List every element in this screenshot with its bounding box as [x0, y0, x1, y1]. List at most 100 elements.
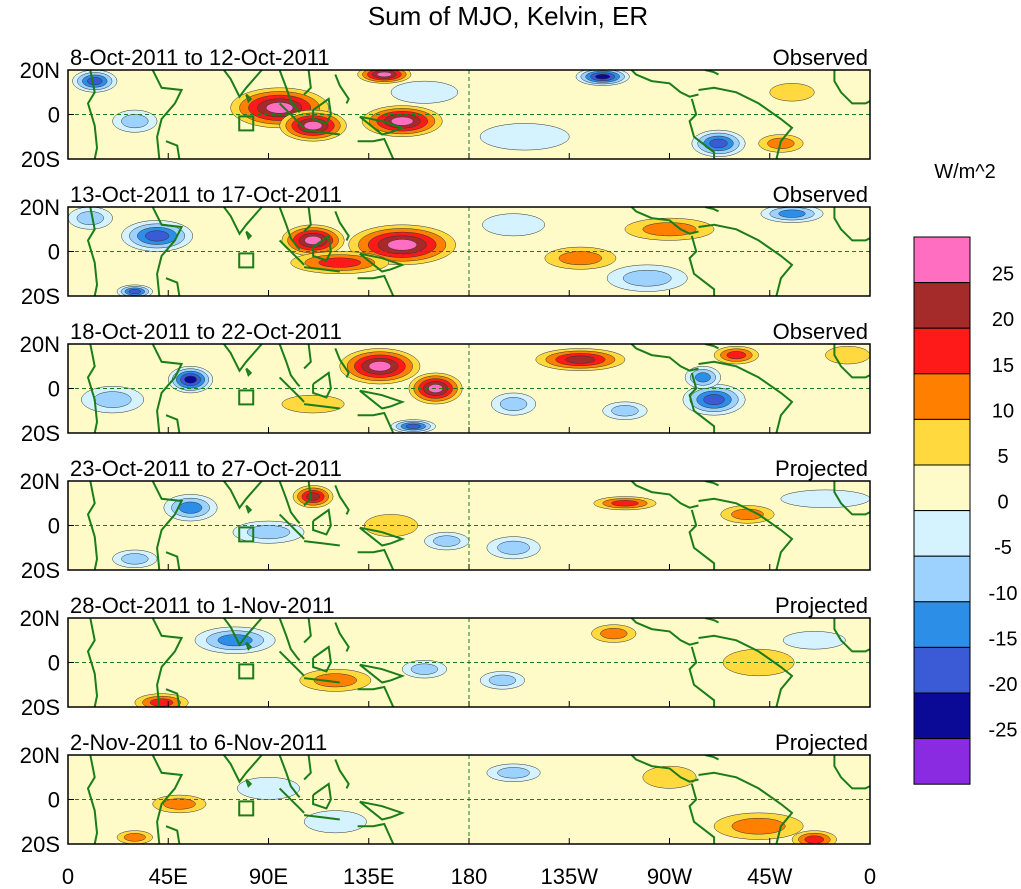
anomaly-contour [695, 372, 711, 383]
panel-status: Projected [775, 456, 868, 481]
x-tick-label: 90W [647, 864, 692, 889]
colorbar: W/m^2 25 20 15 10 5 0 -5 -10 -15 -20 -25 [913, 161, 1018, 785]
colorbar-cell [913, 601, 971, 648]
anomaly-contour [281, 394, 345, 414]
anomaly-contour [303, 121, 323, 131]
coastline [357, 137, 395, 159]
colorbar-label: 0 [997, 492, 1008, 514]
coastline [303, 618, 312, 644]
anomaly-contour [622, 269, 672, 287]
colorbar-cell [913, 555, 971, 603]
coastline [334, 485, 350, 515]
anomaly-contour [499, 397, 528, 412]
anomaly-contour [318, 257, 362, 268]
coastline [303, 70, 312, 96]
colorbar-label: 5 [997, 446, 1008, 468]
coastline [312, 371, 332, 399]
coastline [698, 86, 794, 159]
coastline [698, 634, 794, 707]
x-tick-label: 90E [249, 864, 288, 889]
coastline [688, 783, 716, 844]
panel-date-range: 18-Oct-2011 to 22-Oct-2011 [70, 319, 342, 344]
y-tick-label: 20N [20, 469, 60, 494]
anomaly-contour [121, 114, 149, 129]
panel-date-range: 13-Oct-2011 to 17-Oct-2011 [70, 182, 342, 207]
anomaly-contour [709, 138, 728, 149]
coastline [630, 618, 699, 646]
y-tick-label: 20S [21, 284, 60, 309]
anomaly-contour [497, 767, 530, 779]
coastline [630, 207, 699, 235]
coastline [165, 140, 181, 159]
y-tick-label: 20S [21, 695, 60, 720]
coastline [833, 344, 870, 379]
colorbar-label: 15 [992, 355, 1014, 377]
coastline [278, 207, 301, 251]
anomaly-contour [611, 500, 639, 507]
coastline [359, 800, 406, 821]
colorbar-units: W/m^2 [934, 161, 996, 183]
coastline [245, 230, 253, 241]
coastline [334, 74, 350, 104]
colorbar-cell [913, 464, 971, 512]
coastline [278, 102, 305, 129]
anomaly-contour [163, 798, 196, 810]
coastline [630, 755, 699, 783]
coastline [688, 372, 716, 433]
coastline [359, 252, 406, 273]
panel-5: 28-Oct-2011 to 1-Nov-2011 Projected 20N 0 20… [20, 593, 871, 720]
coastline [698, 497, 794, 570]
coastline [223, 207, 263, 236]
box-marker [238, 389, 255, 406]
anomaly-contour [479, 123, 570, 151]
coastline [245, 367, 253, 377]
y-tick-label: 20N [20, 606, 60, 631]
anomaly-contour [595, 73, 611, 80]
anomaly-contour [178, 501, 203, 514]
panel-date-range: 28-Oct-2011 to 1-Nov-2011 [70, 593, 335, 618]
anomaly-contour [405, 423, 421, 429]
coastline [359, 389, 406, 410]
anomaly-contour [184, 375, 197, 384]
colorbar-cell [913, 236, 971, 284]
panel-2: 13-Oct-2011 to 17-Oct-2011 Observed 20N 0 20… [20, 182, 871, 309]
panel-date-range: 8-Oct-2011 to 12-Oct-2011 [70, 45, 330, 70]
anomaly-contour [825, 345, 870, 365]
anomaly-contour [376, 71, 392, 78]
coastline [245, 641, 253, 651]
coastline [357, 548, 395, 570]
coastline [223, 344, 263, 373]
coastline [278, 239, 305, 266]
y-tick-label: 20S [21, 832, 60, 857]
colorbar-cell [913, 692, 971, 740]
coastline [630, 70, 699, 98]
x-tick-label: 180 [451, 864, 488, 889]
anomaly-contour [303, 810, 367, 834]
coastline [303, 207, 312, 233]
coastline [303, 266, 340, 273]
y-tick-label: 20N [20, 332, 60, 357]
panel-6: 2-Nov-2011 to 6-Nov-2011 Projected 20N 0 20S [20, 730, 871, 857]
anomaly-contour [703, 394, 725, 406]
coastline [357, 274, 395, 296]
coastline [312, 782, 332, 810]
coastline [698, 771, 794, 844]
coastline [303, 344, 312, 370]
anomaly-contour [731, 817, 786, 835]
anomaly-contour [642, 222, 697, 237]
y-tick-label: 0 [48, 788, 60, 813]
coastline [312, 234, 332, 262]
box-marker [238, 115, 255, 132]
anomaly-contour [368, 361, 392, 372]
colorbar-label: 10 [992, 400, 1014, 422]
coastline [278, 650, 305, 677]
coastline [165, 688, 181, 707]
anomaly-contour [123, 833, 146, 842]
coastline [833, 207, 870, 242]
x-tick-label: 135E [343, 864, 394, 889]
coastline [151, 755, 184, 844]
anomaly-contour [611, 405, 639, 417]
coastline [165, 277, 181, 296]
colorbar-label: -15 [989, 628, 1018, 650]
